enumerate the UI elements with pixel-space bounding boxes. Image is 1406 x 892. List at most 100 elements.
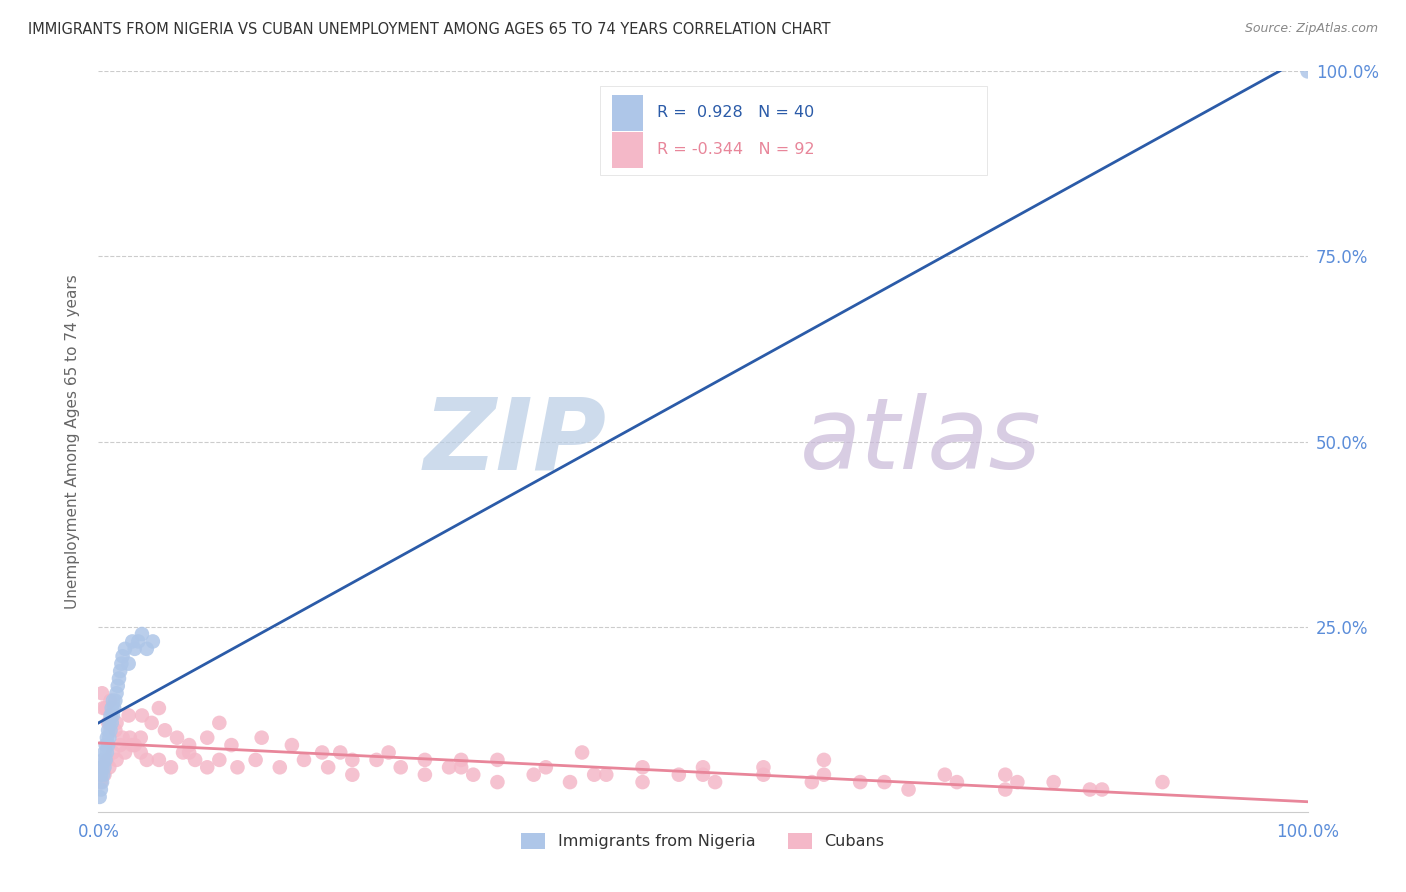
Point <box>98 731 121 745</box>
Text: ZIP: ZIP <box>423 393 606 490</box>
Point <box>849 775 872 789</box>
Point <box>221 738 243 752</box>
Point <box>166 731 188 745</box>
Point <box>179 738 201 752</box>
Point <box>523 767 546 781</box>
Text: atlas: atlas <box>800 393 1042 490</box>
Point <box>292 753 315 767</box>
Point <box>366 753 388 767</box>
Point <box>583 767 606 781</box>
Point <box>131 708 153 723</box>
Text: Source: ZipAtlas.com: Source: ZipAtlas.com <box>1244 22 1378 36</box>
Point <box>450 760 472 774</box>
Point <box>100 694 122 708</box>
Point <box>752 767 775 781</box>
Point <box>94 738 117 752</box>
Point <box>93 767 115 781</box>
Point <box>93 760 115 774</box>
Point <box>100 701 122 715</box>
Point <box>101 694 124 708</box>
Point <box>114 746 136 760</box>
Point <box>118 731 141 745</box>
Point <box>96 731 118 745</box>
Point <box>692 767 714 781</box>
Point <box>486 775 509 789</box>
Y-axis label: Unemployment Among Ages 65 to 74 years: Unemployment Among Ages 65 to 74 years <box>65 274 80 609</box>
Point <box>1078 782 1101 797</box>
FancyBboxPatch shape <box>613 95 643 130</box>
Point <box>269 760 291 774</box>
Point <box>124 738 146 752</box>
Point <box>813 767 835 781</box>
Point <box>141 715 163 730</box>
Point <box>94 753 117 767</box>
Point <box>195 760 218 774</box>
Point <box>129 746 152 760</box>
Point <box>994 782 1017 797</box>
Point <box>897 782 920 797</box>
Point <box>105 753 128 767</box>
Point <box>142 634 165 648</box>
Point <box>90 775 112 789</box>
Point <box>413 753 436 767</box>
Point <box>89 767 111 781</box>
Point <box>91 760 114 774</box>
Point <box>245 753 267 767</box>
Text: R =  0.928   N = 40: R = 0.928 N = 40 <box>657 104 814 120</box>
Point <box>101 708 124 723</box>
Point <box>342 753 364 767</box>
Point <box>153 723 176 738</box>
Point <box>631 760 654 774</box>
Point <box>1296 64 1319 78</box>
Point <box>631 775 654 789</box>
Point <box>98 760 121 774</box>
Point <box>571 746 593 760</box>
Point <box>281 738 304 752</box>
Point <box>105 715 128 730</box>
Point <box>90 782 112 797</box>
Point <box>946 775 969 789</box>
Point <box>135 641 157 656</box>
Point <box>813 753 835 767</box>
Point <box>97 723 120 738</box>
Point <box>463 767 485 781</box>
Point <box>1007 775 1029 789</box>
Point <box>195 731 218 745</box>
Point <box>129 731 152 745</box>
Point <box>111 731 134 745</box>
Point <box>91 767 114 781</box>
Point <box>100 708 122 723</box>
Point <box>90 767 112 781</box>
Point <box>108 738 131 752</box>
Point <box>93 746 115 760</box>
Point <box>96 753 118 767</box>
Point <box>389 760 412 774</box>
Point <box>179 746 201 760</box>
Point <box>103 701 125 715</box>
Point <box>377 746 399 760</box>
Point <box>101 746 124 760</box>
Point <box>105 686 128 700</box>
Point <box>184 753 207 767</box>
Point <box>704 775 727 789</box>
Point <box>111 649 134 664</box>
Point <box>413 767 436 781</box>
Point <box>108 672 131 686</box>
Point <box>108 664 131 678</box>
Point <box>316 760 339 774</box>
Text: R = -0.344   N = 92: R = -0.344 N = 92 <box>657 142 814 157</box>
Legend: Immigrants from Nigeria, Cubans: Immigrants from Nigeria, Cubans <box>515 826 891 855</box>
Point <box>437 760 460 774</box>
Point <box>311 746 333 760</box>
Point <box>668 767 690 781</box>
Point <box>1152 775 1174 789</box>
Point <box>114 641 136 656</box>
Point <box>89 789 111 804</box>
Point <box>148 701 170 715</box>
Point <box>91 686 114 700</box>
Point <box>121 738 143 752</box>
Point <box>135 753 157 767</box>
Point <box>486 753 509 767</box>
FancyBboxPatch shape <box>600 87 987 175</box>
Point <box>110 657 132 671</box>
